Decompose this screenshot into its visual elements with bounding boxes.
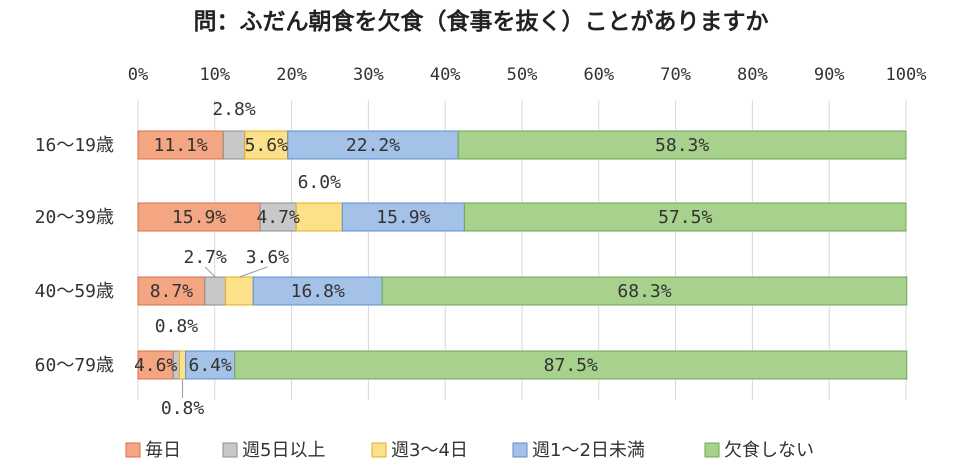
legend-swatch (371, 442, 387, 458)
bar-segment (225, 276, 254, 306)
legend-swatch (704, 442, 720, 458)
data-label: 6.0% (298, 172, 342, 193)
bar-segment (259, 202, 297, 232)
x-tick-label: 0% (128, 65, 148, 85)
legend: 毎日 週5日以上 週3～4日 週1～2日未満 欠食しない (125, 440, 814, 461)
data-label: 11.1% (154, 135, 208, 156)
data-label: 6.4% (189, 355, 233, 376)
legend-swatch (512, 442, 528, 458)
leader-line (204, 266, 216, 278)
data-label: 2.7% (184, 247, 228, 268)
bar-segment (137, 130, 224, 160)
bar-segment (222, 130, 246, 160)
data-labels: 11.1%2.8% 5.6% 22.2% 58.3% 15.9% 4.7% 6.0% 15.9… (134, 99, 712, 419)
legend-label: 欠食しない (724, 440, 814, 461)
legend-label: 週5日以上 (242, 440, 325, 461)
bar-segment (381, 276, 908, 306)
x-tick-label: 30% (353, 65, 384, 85)
bar-segment (234, 350, 908, 380)
x-tick-label: 80% (737, 65, 768, 85)
bar-segment (287, 130, 459, 160)
x-tick-label: 10% (199, 65, 230, 85)
category-label: 16～19歳 (35, 135, 114, 156)
category-label: 20～39歳 (35, 207, 114, 228)
bar-segment (137, 276, 206, 306)
data-label: 87.5% (544, 355, 598, 376)
bar-segment (295, 202, 343, 232)
x-tick-label: 40% (430, 65, 461, 85)
bars (137, 130, 908, 380)
legend-label: 週1～2日未満 (532, 440, 645, 461)
category-label: 40～59歳 (35, 281, 114, 302)
x-axis-tick-labels: 0% 10% 20% 30% 40% 50% 60% 70% 80% 90% 100% (128, 65, 927, 85)
x-tick-label: 70% (660, 65, 691, 85)
legend-swatch (125, 442, 141, 458)
x-tick-label: 90% (814, 65, 845, 85)
data-label: 8.7% (150, 281, 194, 302)
data-label: 16.8% (291, 281, 345, 302)
data-label: 4.7% (256, 207, 300, 228)
chart-title: 問：ふだん朝食を欠食（食事を抜く）ことがありますか (194, 8, 769, 35)
legend-label: 毎日 (145, 440, 181, 461)
data-label: 68.3% (617, 281, 671, 302)
data-label: 4.6% (134, 355, 178, 376)
data-label: 15.9% (376, 207, 430, 228)
bar-segment (463, 202, 907, 232)
bar-segment (204, 276, 227, 306)
bar-segment (178, 350, 187, 380)
legend-swatch (222, 442, 238, 458)
bar-segment (185, 350, 236, 380)
x-tick-label: 60% (583, 65, 614, 85)
bar-segment (457, 130, 907, 160)
leader-line (239, 266, 268, 278)
category-label: 60～79歳 (35, 355, 114, 376)
category-labels: 16～19歳 20～39歳 40～59歳 60～79歳 (35, 135, 114, 376)
data-label: 3.6% (246, 247, 290, 268)
x-tick-label: 100% (886, 65, 927, 85)
data-label: 58.3% (655, 135, 709, 156)
data-label: 0.8% (161, 398, 205, 419)
x-tick-label: 50% (507, 65, 538, 85)
data-label: 2.8% (212, 99, 256, 120)
data-label: 57.5% (658, 207, 712, 228)
data-label: 22.2% (346, 135, 400, 156)
x-tick-label: 20% (276, 65, 307, 85)
data-label: 0.8% (155, 316, 199, 337)
data-label: 15.9% (172, 207, 226, 228)
legend-label: 週3～4日 (391, 440, 468, 461)
data-label: 5.6% (245, 135, 289, 156)
bar-segment (341, 202, 465, 232)
